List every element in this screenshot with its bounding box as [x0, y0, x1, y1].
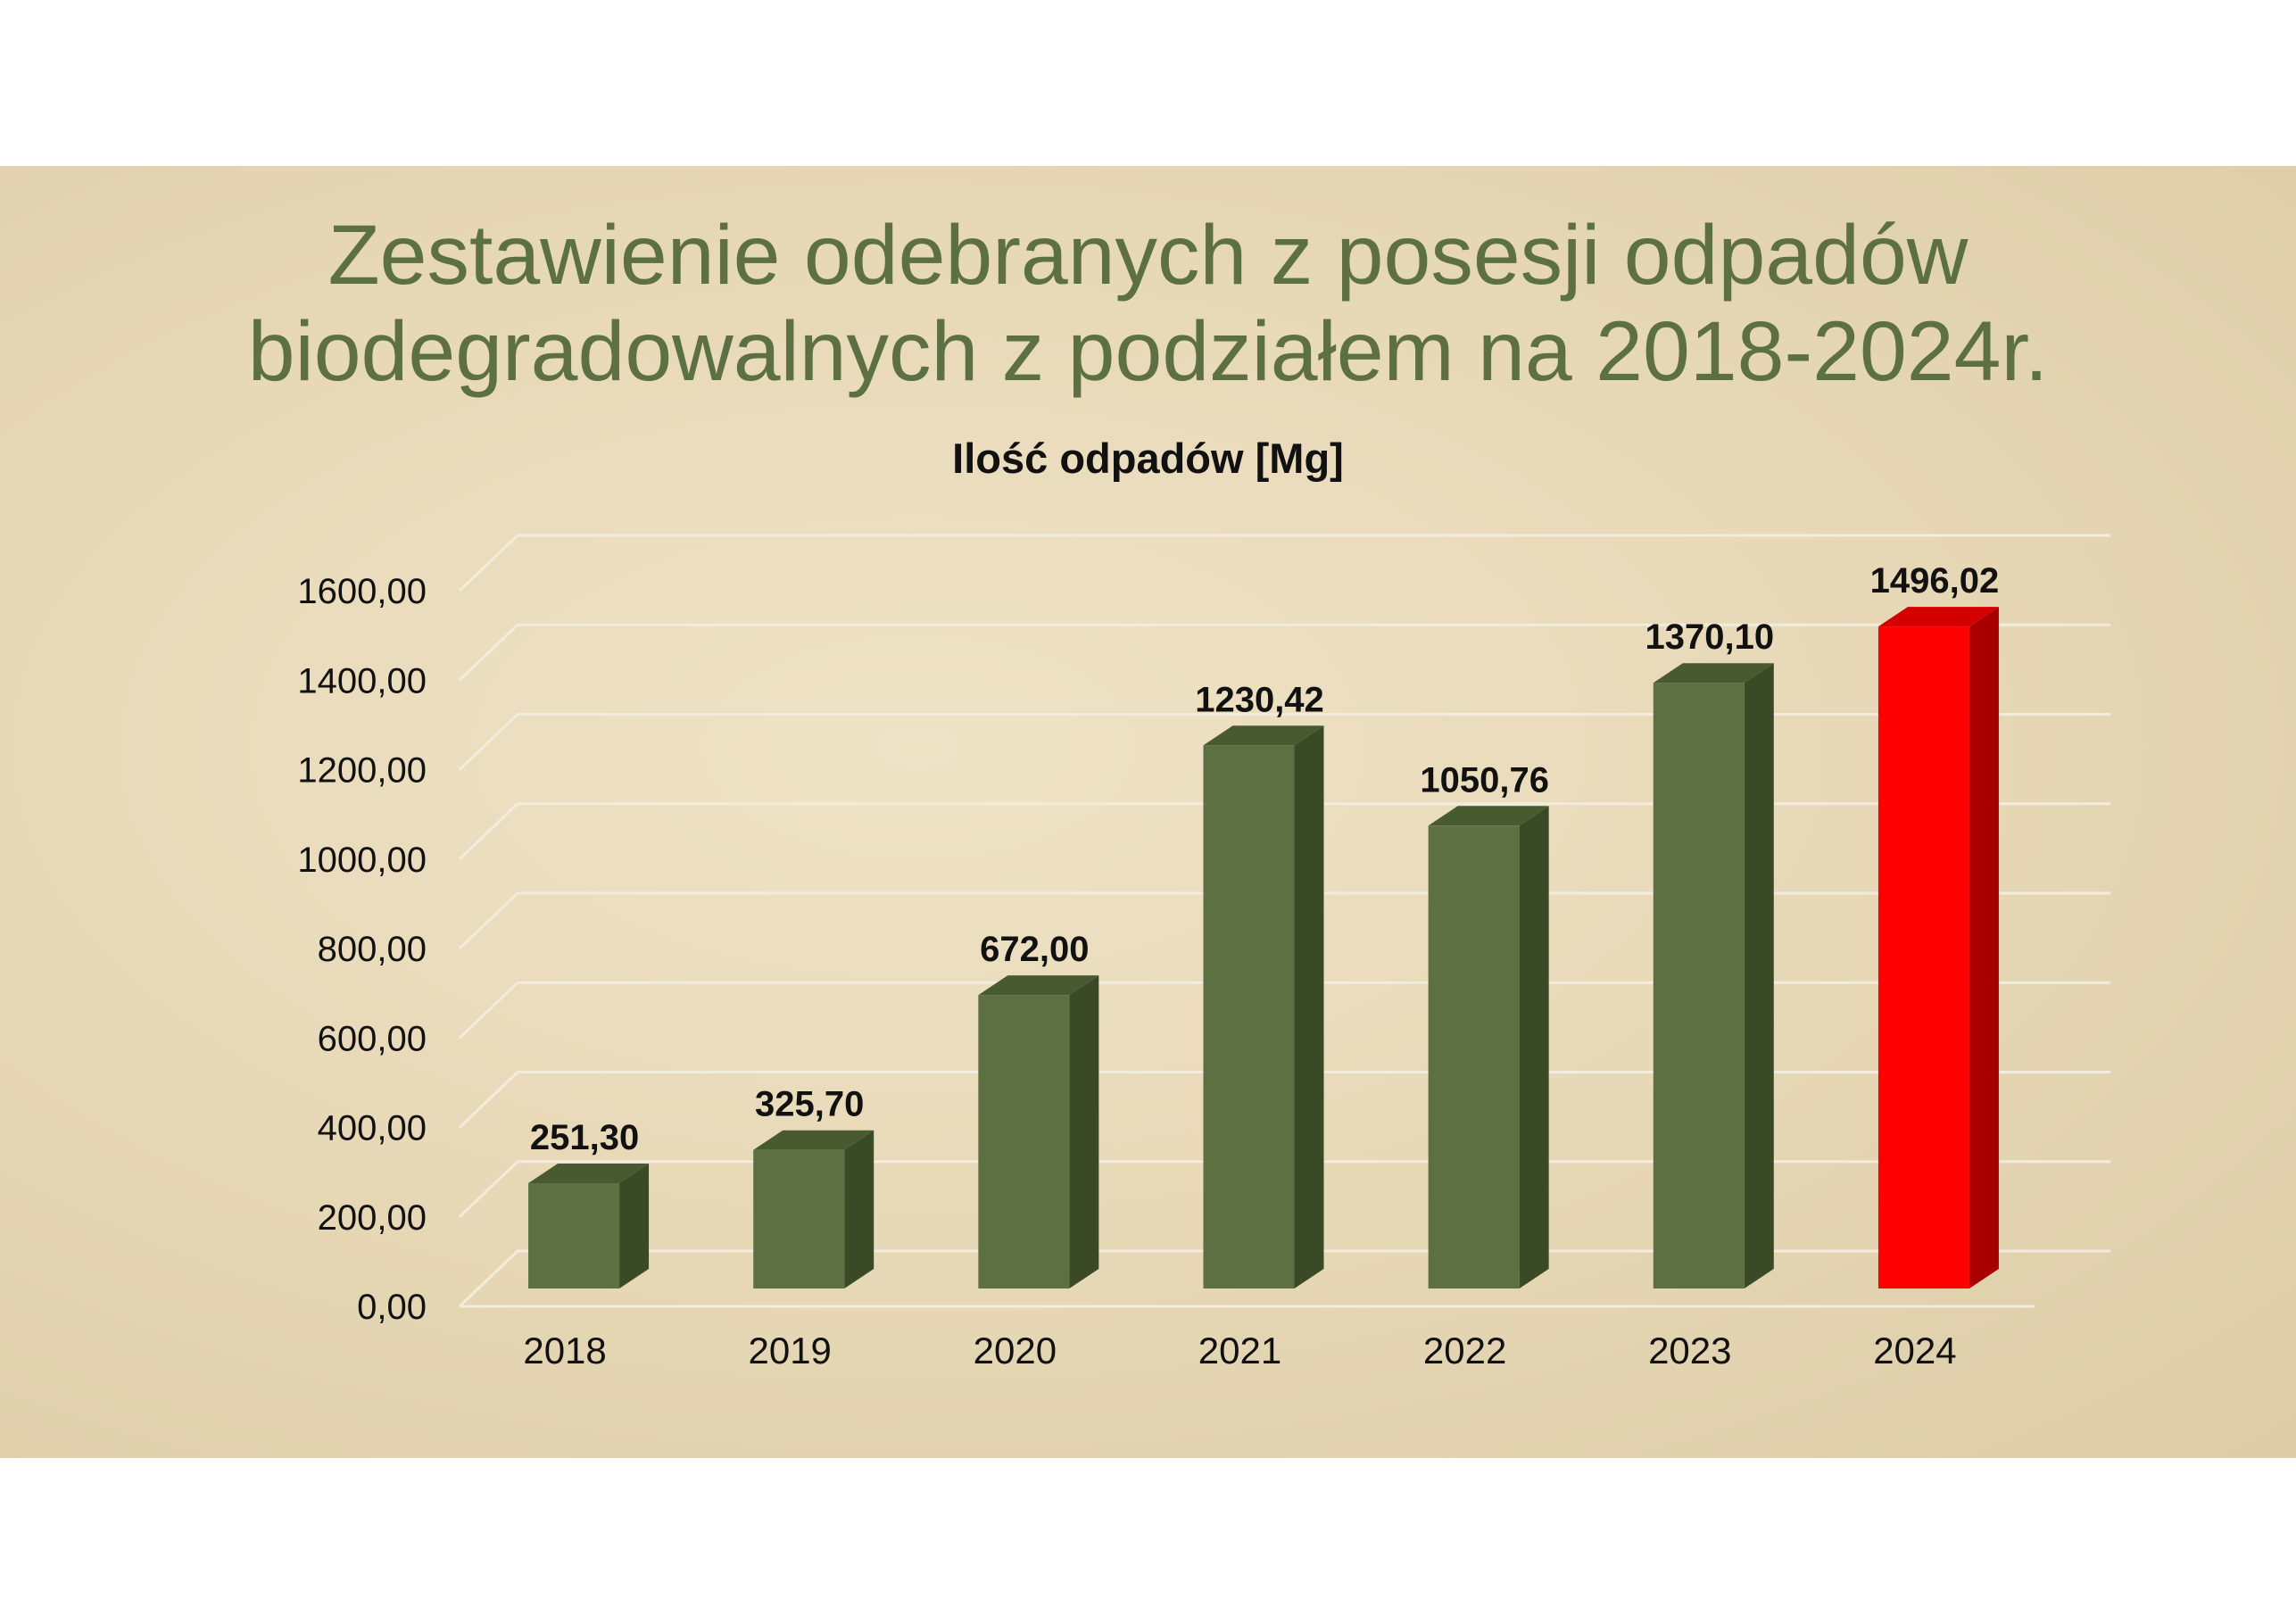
bar	[1428, 825, 1520, 1288]
bar-top	[528, 1164, 650, 1184]
bar	[1877, 626, 1969, 1288]
bar-side	[1969, 607, 1999, 1288]
slide-title: Zestawienie odebranych z posesji odpadów…	[0, 207, 2296, 400]
y-tick-label: 1000,00	[297, 841, 427, 880]
data-label: 672,00	[980, 930, 1089, 969]
data-label: 1370,10	[1645, 617, 1774, 657]
gridline	[458, 1160, 2110, 1218]
gridline	[458, 981, 2110, 1040]
bar-top	[1877, 607, 1999, 627]
data-label: 1496,02	[1870, 561, 2000, 601]
gridline	[458, 713, 2110, 771]
bar-side	[844, 1130, 874, 1288]
bar-side	[1744, 663, 1774, 1288]
y-tick-label: 1600,00	[297, 572, 427, 611]
x-tick-label: 2020	[974, 1330, 1057, 1371]
x-tick-label: 2021	[1198, 1330, 1281, 1371]
gridline	[458, 623, 2110, 682]
bar-side	[1069, 975, 1099, 1288]
gridline	[458, 802, 2110, 860]
gridline	[458, 534, 2110, 592]
bar-top	[1428, 806, 1549, 826]
x-tick-label: 2022	[1423, 1330, 1506, 1371]
bar-side	[1294, 725, 1324, 1288]
y-tick-label: 800,00	[318, 930, 427, 969]
data-label: 251,30	[530, 1118, 639, 1157]
bar-side	[619, 1164, 650, 1288]
slide-background: Zestawienie odebranych z posesji odpadów…	[0, 166, 2296, 1458]
bar	[753, 1149, 845, 1288]
bar-top	[978, 975, 1099, 996]
y-tick-label: 400,00	[318, 1109, 427, 1148]
bar	[1653, 683, 1745, 1288]
y-tick-label: 200,00	[318, 1198, 427, 1238]
gridline	[458, 1249, 2110, 1308]
bar-top	[1653, 663, 1774, 684]
bar-chart: 0,00 200,00 400,00 600,00 800,00 1000,00 1200,…	[297, 534, 2110, 1371]
bar	[978, 995, 1070, 1288]
bar-side	[1519, 806, 1549, 1288]
bar-top	[1203, 725, 1324, 746]
x-tick-label: 2023	[1648, 1330, 1731, 1371]
data-label: 1230,42	[1195, 680, 1324, 719]
x-tick-label: 2018	[523, 1330, 606, 1371]
bar-top	[753, 1130, 874, 1150]
x-tick-label: 2019	[748, 1330, 831, 1371]
bar	[1203, 745, 1295, 1288]
y-tick-label: 600,00	[318, 1019, 427, 1058]
chart-title: Ilość odpadów [Mg]	[952, 435, 1344, 482]
x-tick-label: 2024	[1873, 1330, 1956, 1371]
data-label: 325,70	[755, 1085, 864, 1124]
y-tick-label: 0,00	[357, 1288, 427, 1327]
data-label: 1050,76	[1420, 760, 1549, 800]
slide-title-line-2: biodegradowalnych z podziałem na 2018-20…	[247, 304, 2049, 399]
y-tick-label: 1200,00	[297, 751, 427, 791]
gridline	[458, 891, 2110, 950]
y-tick-label: 1400,00	[297, 661, 427, 700]
gridline	[458, 1071, 2110, 1129]
bar	[528, 1183, 620, 1288]
slide-title-line-1: Zestawienie odebranych z posesji odpadów	[327, 208, 1969, 302]
